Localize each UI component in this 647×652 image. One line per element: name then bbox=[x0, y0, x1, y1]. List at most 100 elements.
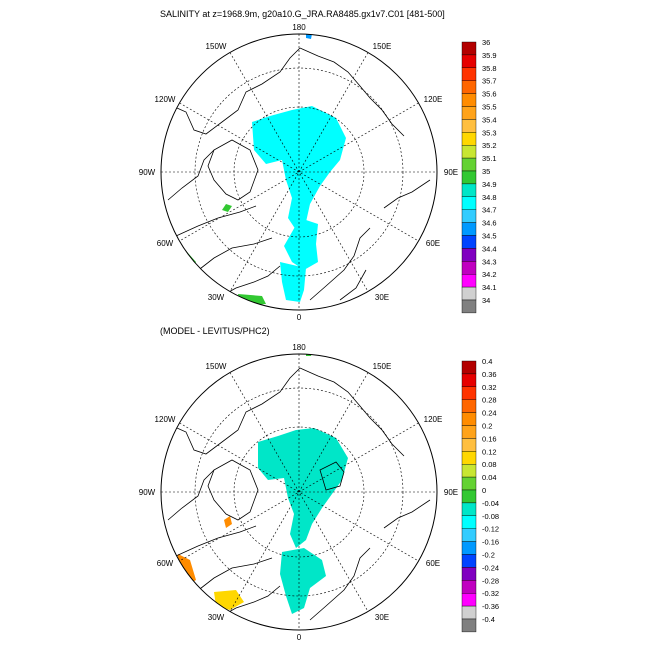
top-colorbar-swatch bbox=[461, 144, 477, 159]
top-colorbar-label: 35.6 bbox=[482, 90, 497, 99]
bottom-colorbar-swatch bbox=[461, 554, 477, 568]
top-colorbar-label: 34 bbox=[482, 296, 490, 305]
top-field-patch bbox=[280, 262, 306, 302]
top-colorbar-label: 34.7 bbox=[482, 206, 497, 215]
bottom-colorbar-label: -0.36 bbox=[482, 602, 499, 611]
top-colorbar-label: 36 bbox=[482, 38, 490, 47]
top-colorbar-label: 35 bbox=[482, 167, 490, 176]
top-colorbar-label: 35.7 bbox=[482, 77, 497, 86]
top-colorbar-label: 34.4 bbox=[482, 244, 497, 253]
top-colorbar-swatch bbox=[461, 299, 477, 314]
bottom-colorbar-swatch bbox=[461, 502, 477, 516]
bottom-field-patch bbox=[214, 590, 244, 610]
bottom-colorbar-swatch bbox=[461, 541, 477, 555]
bottom-lon-label: 60E bbox=[426, 559, 440, 568]
bottom-colorbar-swatch bbox=[461, 451, 477, 465]
bottom-colorbar-label: -0.4 bbox=[482, 615, 495, 624]
top-lon-label: 120E bbox=[424, 95, 443, 104]
top-colorbar-label: 35.9 bbox=[482, 51, 497, 60]
top-colorbar-swatch bbox=[461, 248, 477, 262]
bottom-colorbar-label: -0.32 bbox=[482, 589, 499, 598]
bottom-colorbar-label: 0 bbox=[482, 486, 486, 495]
top-colorbar-swatch bbox=[461, 41, 477, 56]
top-lon-label: 90E bbox=[444, 168, 458, 177]
bottom-colorbar-swatch bbox=[461, 489, 477, 504]
bottom-lon-label: 60W bbox=[157, 559, 174, 568]
top-colorbar-swatch bbox=[461, 119, 477, 133]
bottom-colorbar-label: 0.16 bbox=[482, 434, 497, 443]
top-colorbar-label: 34.8 bbox=[482, 193, 497, 202]
bottom-field-patch bbox=[224, 516, 232, 528]
bottom-field-patch bbox=[306, 354, 312, 356]
top-colorbar-label: 34.1 bbox=[482, 283, 497, 292]
bottom-colorbar-label: 0.2 bbox=[482, 422, 492, 431]
bottom-colorbar-swatch bbox=[461, 373, 477, 387]
top-colorbar-swatch bbox=[461, 274, 477, 288]
top-colorbar-label: 35.2 bbox=[482, 141, 497, 150]
bottom-field-patch bbox=[258, 428, 348, 548]
top-colorbar-label: 35.5 bbox=[482, 103, 497, 112]
top-lon-label: 150W bbox=[206, 42, 227, 51]
bottom-colorbar-label: -0.04 bbox=[482, 499, 499, 508]
bottom-colorbar-label: -0.28 bbox=[482, 576, 499, 585]
bottom-colorbar-swatch bbox=[461, 360, 477, 375]
top-field-patch bbox=[222, 204, 232, 212]
top-colorbar-swatch bbox=[461, 132, 477, 146]
bottom-colorbar-swatch bbox=[461, 425, 477, 439]
bottom-lon-label: 150W bbox=[206, 362, 227, 371]
top-colorbar-swatch bbox=[461, 157, 477, 172]
bottom-colorbar-swatch bbox=[461, 618, 477, 633]
top-lon-label: 180 bbox=[292, 23, 306, 32]
bottom-colorbar-swatch bbox=[461, 438, 477, 452]
top-colorbar-swatch bbox=[461, 93, 477, 107]
bottom-lon-label: 90E bbox=[444, 488, 458, 497]
top-field-patch bbox=[238, 294, 266, 306]
bottom-colorbar-swatch bbox=[461, 464, 477, 478]
top-colorbar-label: 34.6 bbox=[482, 219, 497, 228]
bottom-colorbar-swatch bbox=[461, 515, 477, 529]
bottom-colorbar-swatch bbox=[461, 605, 477, 620]
top-lon-label: 90W bbox=[139, 168, 156, 177]
bottom-colorbar-label: -0.08 bbox=[482, 512, 499, 521]
top-colorbar-swatch bbox=[461, 209, 477, 223]
top-colorbar-label: 34.2 bbox=[482, 270, 497, 279]
top-colorbar-label: 35.3 bbox=[482, 128, 497, 137]
top-colorbar-swatch bbox=[461, 196, 477, 210]
top-colorbar-label: 34.9 bbox=[482, 180, 497, 189]
top-lon-label: 30E bbox=[375, 293, 389, 302]
top-lon-label: 30W bbox=[208, 293, 225, 302]
top-colorbar-swatch bbox=[461, 80, 477, 94]
bottom-lon-label: 90W bbox=[139, 488, 156, 497]
top-lon-label: 60W bbox=[157, 239, 174, 248]
top-colorbar-swatch bbox=[461, 222, 477, 236]
bottom-colorbar-swatch bbox=[461, 476, 477, 491]
bottom-lon-label: 120W bbox=[155, 415, 176, 424]
bottom-colorbar-label: -0.16 bbox=[482, 538, 499, 547]
bottom-graticule bbox=[161, 354, 437, 630]
bottom-colorbar: 0.4 0.36 0.32 0.28 0.24 0.2 0.16 0.12 0.08 0.04 0 -… bbox=[461, 357, 499, 633]
top-colorbar-label: 34.5 bbox=[482, 232, 497, 241]
bottom-colorbar-label: 0.36 bbox=[482, 370, 497, 379]
top-colorbar-swatch bbox=[461, 286, 477, 301]
bottom-colorbar-label: -0.2 bbox=[482, 551, 495, 560]
top-lon-label: 60E bbox=[426, 239, 440, 248]
bottom-lon-label: 180 bbox=[292, 343, 306, 352]
top-map: 180 0 90W 90E 150W 150E 120W 120E 60W 60… bbox=[139, 23, 458, 322]
top-colorbar-label: 35.8 bbox=[482, 64, 497, 73]
top-lon-label: 0 bbox=[297, 313, 302, 322]
top-colorbar-label: 34.3 bbox=[482, 257, 497, 266]
top-lon-label: 150E bbox=[373, 42, 392, 51]
bottom-colorbar-swatch bbox=[461, 412, 477, 426]
bottom-colorbar-swatch bbox=[461, 528, 477, 542]
top-colorbar-swatch bbox=[461, 235, 477, 249]
bottom-lon-label: 30W bbox=[208, 613, 225, 622]
top-title: SALINITY at z=1968.9m, g20a10.G_JRA.RA84… bbox=[160, 9, 445, 19]
bottom-colorbar-label: 0.08 bbox=[482, 460, 497, 469]
bottom-colorbar-label: 0.12 bbox=[482, 447, 497, 456]
bottom-colorbar-label: 0.04 bbox=[482, 473, 497, 482]
top-field-patch bbox=[306, 34, 312, 39]
bottom-lon-label: 30E bbox=[375, 613, 389, 622]
bottom-colorbar-label: 0.24 bbox=[482, 409, 497, 418]
